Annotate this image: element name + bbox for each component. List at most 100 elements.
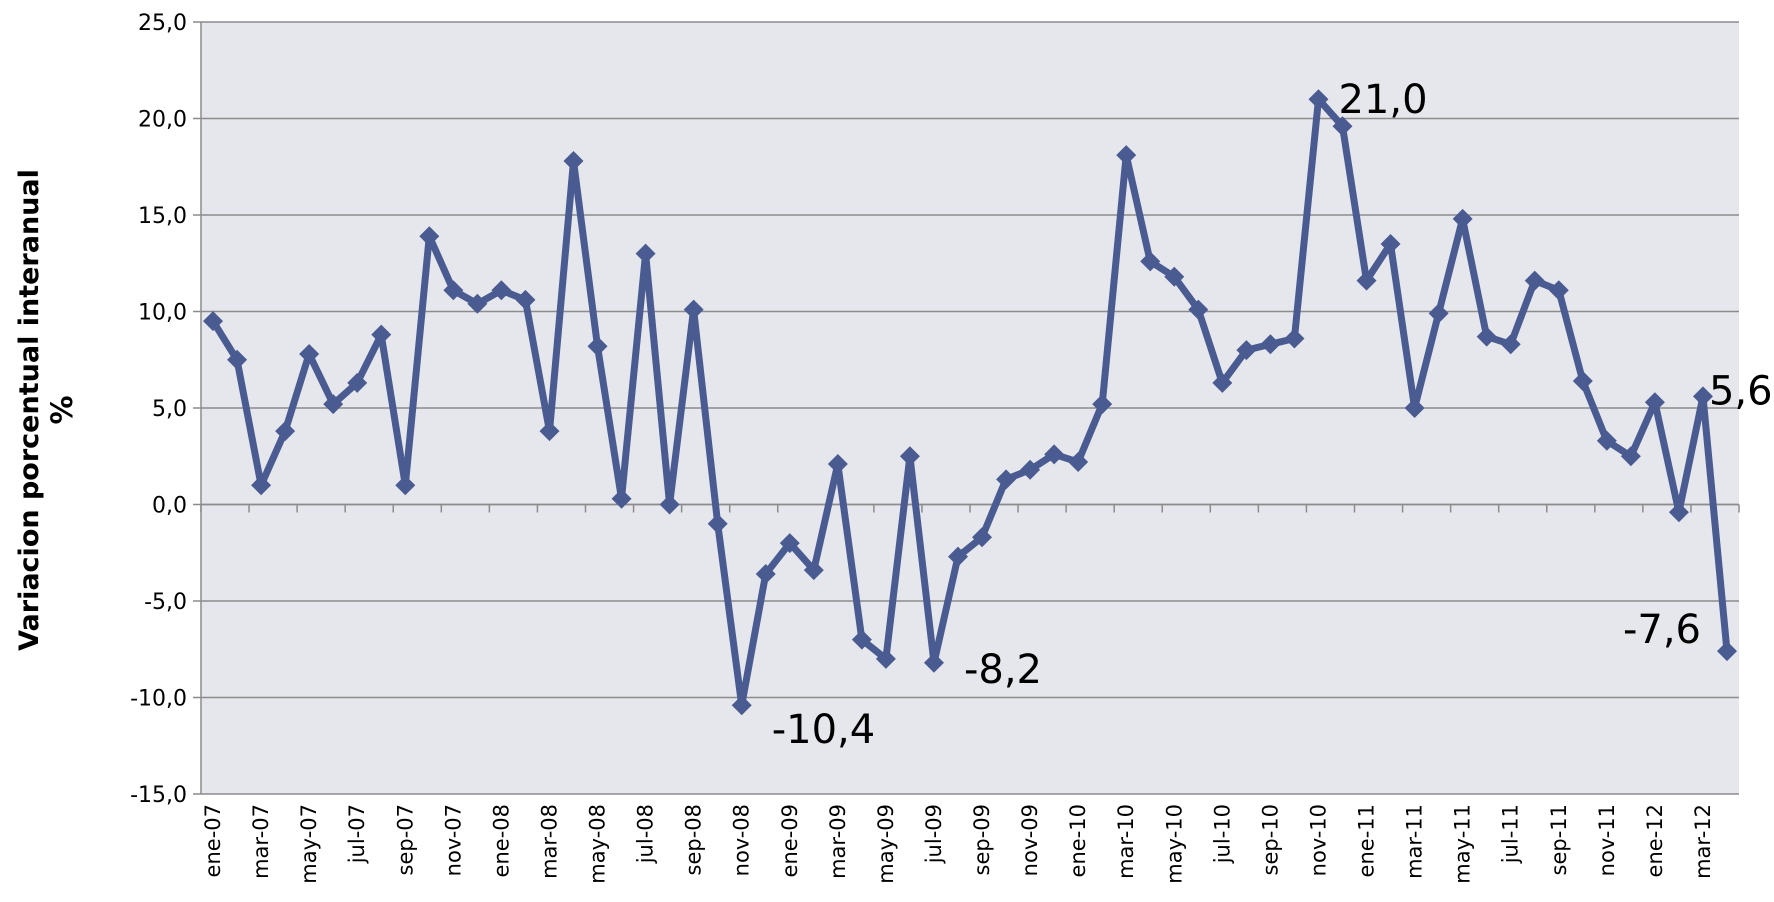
x-tick-label: jul-07	[345, 804, 369, 864]
data-point	[1476, 326, 1497, 347]
x-tick-label: mar-07	[249, 804, 273, 879]
x-tick-label: mar-08	[537, 804, 561, 879]
y-tick-label: -5,0	[144, 590, 187, 615]
data-point	[443, 280, 464, 301]
data-point	[1668, 502, 1689, 523]
data-point	[1380, 233, 1401, 254]
data-point	[227, 349, 248, 370]
x-tick-label: ene-12	[1643, 804, 1667, 877]
data-point	[996, 469, 1017, 490]
x-tick-label: ene-08	[489, 804, 513, 877]
x-tick-label: nov-07	[441, 804, 465, 876]
data-point	[899, 446, 920, 467]
data-point	[1332, 116, 1353, 137]
x-tick-label: nov-10	[1306, 804, 1330, 876]
data-point	[395, 475, 416, 496]
x-tick-label: jul-09	[922, 804, 946, 864]
x-tick-label: nov-09	[1018, 804, 1042, 876]
data-point	[1692, 386, 1713, 407]
data-point	[1644, 392, 1665, 413]
y-tick-label: -10,0	[130, 687, 187, 712]
x-tick-label: may-08	[586, 804, 610, 884]
data-point	[1020, 459, 1041, 480]
x-tick-label: mar-09	[826, 804, 850, 879]
data-point	[275, 421, 296, 442]
data-point	[539, 421, 560, 442]
x-tick-label: mar-11	[1403, 804, 1427, 879]
data-point	[1500, 334, 1521, 355]
data-point	[1596, 430, 1617, 451]
x-tick-label: ene-11	[1355, 804, 1379, 877]
data-point	[635, 243, 656, 264]
data-point	[515, 289, 536, 310]
data-point	[1452, 208, 1473, 229]
y-tick-label: 10,0	[138, 301, 187, 326]
data-point	[875, 648, 896, 669]
data-point	[1044, 444, 1065, 465]
data-point	[1236, 340, 1257, 361]
data-point	[1716, 641, 1737, 662]
x-tick-label: ene-10	[1066, 804, 1090, 877]
data-point	[1308, 89, 1329, 110]
series-line	[210, 95, 1731, 709]
data-point	[347, 372, 368, 393]
y-tick-label: 15,0	[138, 204, 187, 229]
data-point	[587, 336, 608, 357]
data-point	[923, 652, 944, 673]
data-point	[1524, 270, 1545, 291]
x-tick-label: jul-10	[1210, 804, 1234, 864]
x-tick-label: mar-10	[1114, 804, 1138, 879]
data-point	[299, 343, 320, 364]
data-point	[707, 513, 728, 534]
data-point	[1140, 251, 1161, 272]
x-tick-label: ene-07	[201, 804, 225, 877]
data-point	[972, 527, 993, 548]
x-tick-label: sep-11	[1547, 804, 1571, 876]
data-point	[1428, 303, 1449, 324]
x-tick-label: may-10	[1162, 804, 1186, 884]
x-tick-label: may-09	[874, 804, 898, 884]
data-point	[1260, 334, 1281, 355]
y-axis-label: Variacion porcentual interanual	[14, 169, 45, 651]
data-point	[1188, 299, 1209, 320]
data-point	[371, 324, 392, 345]
y-tick-label: 25,0	[138, 11, 187, 36]
y-axis-unit: %	[45, 395, 79, 424]
data-point	[1092, 394, 1113, 415]
data-point	[251, 475, 272, 496]
x-tick-label: ene-09	[778, 804, 802, 877]
data-point	[803, 560, 824, 581]
data-point	[827, 453, 848, 474]
data-point	[1068, 452, 1089, 473]
data-point	[1356, 270, 1377, 291]
y-tick-label: 5,0	[152, 397, 187, 422]
data-point	[779, 533, 800, 554]
data-point	[611, 488, 632, 509]
data-point	[1404, 398, 1425, 418]
data-point	[659, 494, 680, 515]
data-point	[1572, 370, 1593, 391]
data-label: -7,6	[1623, 607, 1701, 653]
data-point	[851, 629, 872, 650]
y-axis-title: Variacion porcentual interanual %	[14, 169, 79, 651]
data-point	[563, 150, 584, 171]
y-tick-label: 0,0	[152, 494, 187, 519]
x-tick-label: may-07	[297, 804, 321, 884]
x-tick-label: jul-11	[1499, 804, 1523, 864]
data-point	[1116, 145, 1137, 166]
data-point	[467, 293, 488, 314]
data-point	[1548, 280, 1569, 301]
x-tick-label: sep-09	[970, 804, 994, 876]
data-point	[1284, 328, 1305, 349]
data-point	[1212, 372, 1233, 393]
data-label: -10,4	[772, 707, 876, 753]
data-label: 21,0	[1338, 77, 1427, 123]
data-point	[1164, 266, 1185, 287]
y-tick-label: -15,0	[130, 783, 187, 808]
data-point	[947, 546, 968, 567]
data-point	[323, 394, 344, 415]
data-point	[203, 311, 224, 332]
data-label: 5,6	[1709, 368, 1773, 414]
x-tick-label: mar-12	[1691, 804, 1715, 879]
